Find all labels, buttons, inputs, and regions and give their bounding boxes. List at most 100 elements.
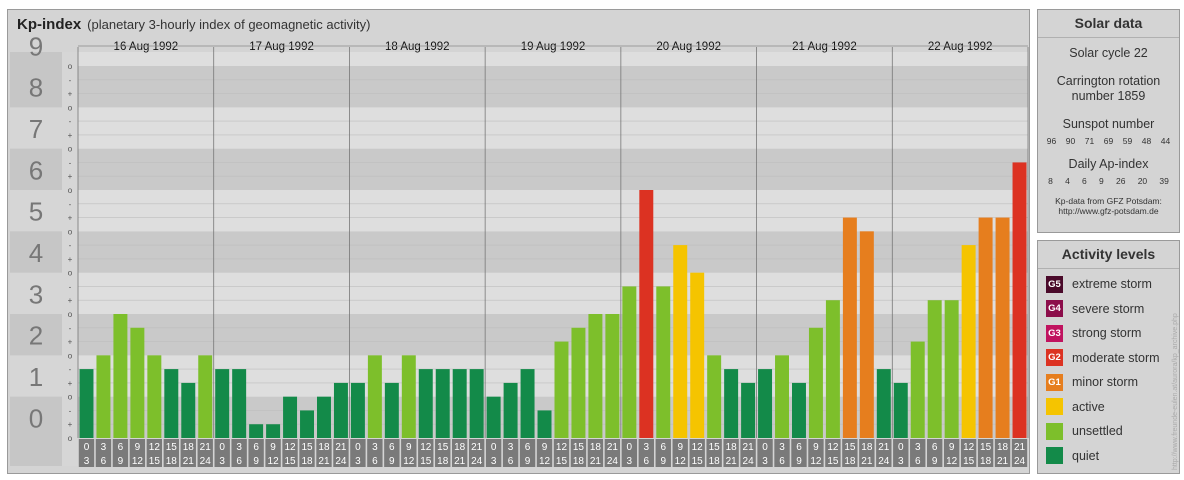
interval-end-label: 9 bbox=[932, 456, 938, 467]
interval-cell bbox=[977, 439, 994, 467]
interval-cell bbox=[163, 439, 179, 467]
interval-cell bbox=[129, 439, 146, 467]
interval-end-label: 24 bbox=[471, 456, 483, 467]
minor-tick-label: o bbox=[68, 434, 73, 443]
interval-end-label: 21 bbox=[454, 456, 466, 467]
interval-end-label: 15 bbox=[963, 456, 975, 467]
interval-cell bbox=[468, 439, 485, 467]
kp-bar bbox=[537, 410, 552, 438]
kp-bar bbox=[96, 355, 111, 438]
kp-bar bbox=[300, 410, 314, 438]
chart-subtitle: (planetary 3-hourly index of geomagnetic… bbox=[87, 17, 371, 32]
minor-tick-column bbox=[62, 52, 78, 466]
interval-end-label: 12 bbox=[810, 456, 822, 467]
kp-band bbox=[78, 190, 1028, 232]
y-axis-band bbox=[10, 190, 62, 232]
minor-tick-label: o bbox=[68, 310, 73, 319]
interval-end-label: 18 bbox=[709, 456, 721, 467]
legend-item-g5: G5 extreme storm bbox=[1038, 272, 1179, 297]
minor-tick-label: - bbox=[69, 158, 72, 167]
sunspot-value: 44 bbox=[1160, 136, 1171, 146]
ap-title: Daily Ap-index bbox=[1068, 157, 1149, 171]
unsettled-swatch bbox=[1046, 422, 1063, 440]
kp-bar bbox=[792, 382, 806, 438]
interval-start-label: 18 bbox=[183, 442, 195, 453]
carrington-line1: Carrington rotation bbox=[1056, 74, 1161, 88]
sunspot-value: 69 bbox=[1103, 136, 1114, 146]
interval-start-label: 15 bbox=[980, 442, 992, 453]
interval-end-label: 12 bbox=[268, 456, 280, 467]
legend-item-unsettled: unsettled bbox=[1038, 419, 1179, 444]
interval-start-label: 3 bbox=[915, 442, 921, 453]
day-label: 18 Aug 1992 bbox=[385, 41, 450, 53]
credit-link[interactable]: http://www.gfz-potsdam.de bbox=[1058, 206, 1159, 216]
interval-end-label: 18 bbox=[980, 456, 992, 467]
kp-bar bbox=[741, 382, 756, 438]
interval-end-label: 12 bbox=[946, 456, 958, 467]
minor-tick-label: + bbox=[68, 379, 73, 388]
interval-cell bbox=[299, 439, 315, 467]
kp-bar bbox=[622, 286, 637, 438]
interval-end-label: 6 bbox=[101, 456, 107, 467]
interval-start-label: 12 bbox=[149, 442, 161, 453]
minor-tick-label: o bbox=[68, 351, 73, 360]
kp-bar bbox=[554, 341, 569, 438]
legend-label: minor storm bbox=[1072, 375, 1138, 390]
kp-band bbox=[78, 66, 1028, 108]
carrington-line2: number 1859 bbox=[1071, 89, 1146, 103]
interval-end-label: 24 bbox=[607, 456, 619, 467]
interval-cell bbox=[927, 439, 943, 467]
kp-bar bbox=[1012, 162, 1027, 438]
interval-cell bbox=[706, 439, 722, 467]
kp-bar bbox=[859, 231, 874, 438]
interval-end-label: 15 bbox=[420, 456, 432, 467]
interval-start-label: 3 bbox=[372, 442, 378, 453]
minor-tick-label: o bbox=[68, 227, 73, 236]
kp-bar bbox=[266, 424, 281, 438]
interval-start-label: 15 bbox=[301, 442, 313, 453]
interval-end-label: 21 bbox=[318, 456, 330, 467]
kp-bar bbox=[690, 272, 705, 438]
kp-bar bbox=[571, 327, 586, 438]
interval-start-label: 18 bbox=[318, 442, 330, 453]
y-axis-band bbox=[10, 355, 62, 397]
interval-start-label: 6 bbox=[660, 442, 666, 453]
interval-end-label: 15 bbox=[149, 456, 161, 467]
chart-title: Kp-index bbox=[17, 16, 82, 33]
interval-start-label: 6 bbox=[525, 442, 531, 453]
sunspot-value: 90 bbox=[1065, 136, 1076, 146]
y-tick-label: 5 bbox=[29, 197, 43, 227]
kp-bar bbox=[469, 369, 484, 438]
interval-start-label: 15 bbox=[166, 442, 178, 453]
interval-cell bbox=[757, 439, 773, 467]
kp-bar bbox=[79, 369, 94, 438]
kp-bar bbox=[893, 382, 908, 438]
interval-end-label: 15 bbox=[692, 456, 704, 467]
interval-start-label: 15 bbox=[844, 442, 856, 453]
interval-cell bbox=[604, 439, 621, 467]
kp-bar bbox=[215, 369, 230, 438]
legend-label: active bbox=[1072, 399, 1105, 414]
interval-start-label: 9 bbox=[542, 442, 548, 453]
interval-end-label: 3 bbox=[627, 456, 633, 467]
kp-chart-panel: Kp-index (planetary 3-hourly index of geo… bbox=[7, 9, 1030, 474]
interval-cell bbox=[435, 439, 451, 467]
kp-bar bbox=[842, 217, 857, 438]
interval-cell bbox=[418, 439, 434, 467]
interval-start-label: 21 bbox=[200, 442, 212, 453]
interval-start-label: 3 bbox=[644, 442, 650, 453]
interval-start-label: 21 bbox=[878, 442, 890, 453]
y-tick-label: 6 bbox=[29, 155, 43, 185]
interval-cell bbox=[740, 439, 756, 467]
interval-end-label: 18 bbox=[301, 456, 313, 467]
minor-tick-label: - bbox=[69, 117, 72, 126]
interval-start-label: 6 bbox=[118, 442, 124, 453]
interval-start-label: 9 bbox=[270, 442, 276, 453]
ap-value: 4 bbox=[1065, 176, 1070, 186]
interval-cell bbox=[214, 439, 230, 467]
kp-band bbox=[78, 107, 1028, 149]
kp-bar bbox=[283, 396, 298, 438]
interval-start-label: 12 bbox=[692, 442, 704, 453]
minor-tick-label: + bbox=[68, 255, 73, 264]
ap-value: 20 bbox=[1137, 176, 1148, 186]
